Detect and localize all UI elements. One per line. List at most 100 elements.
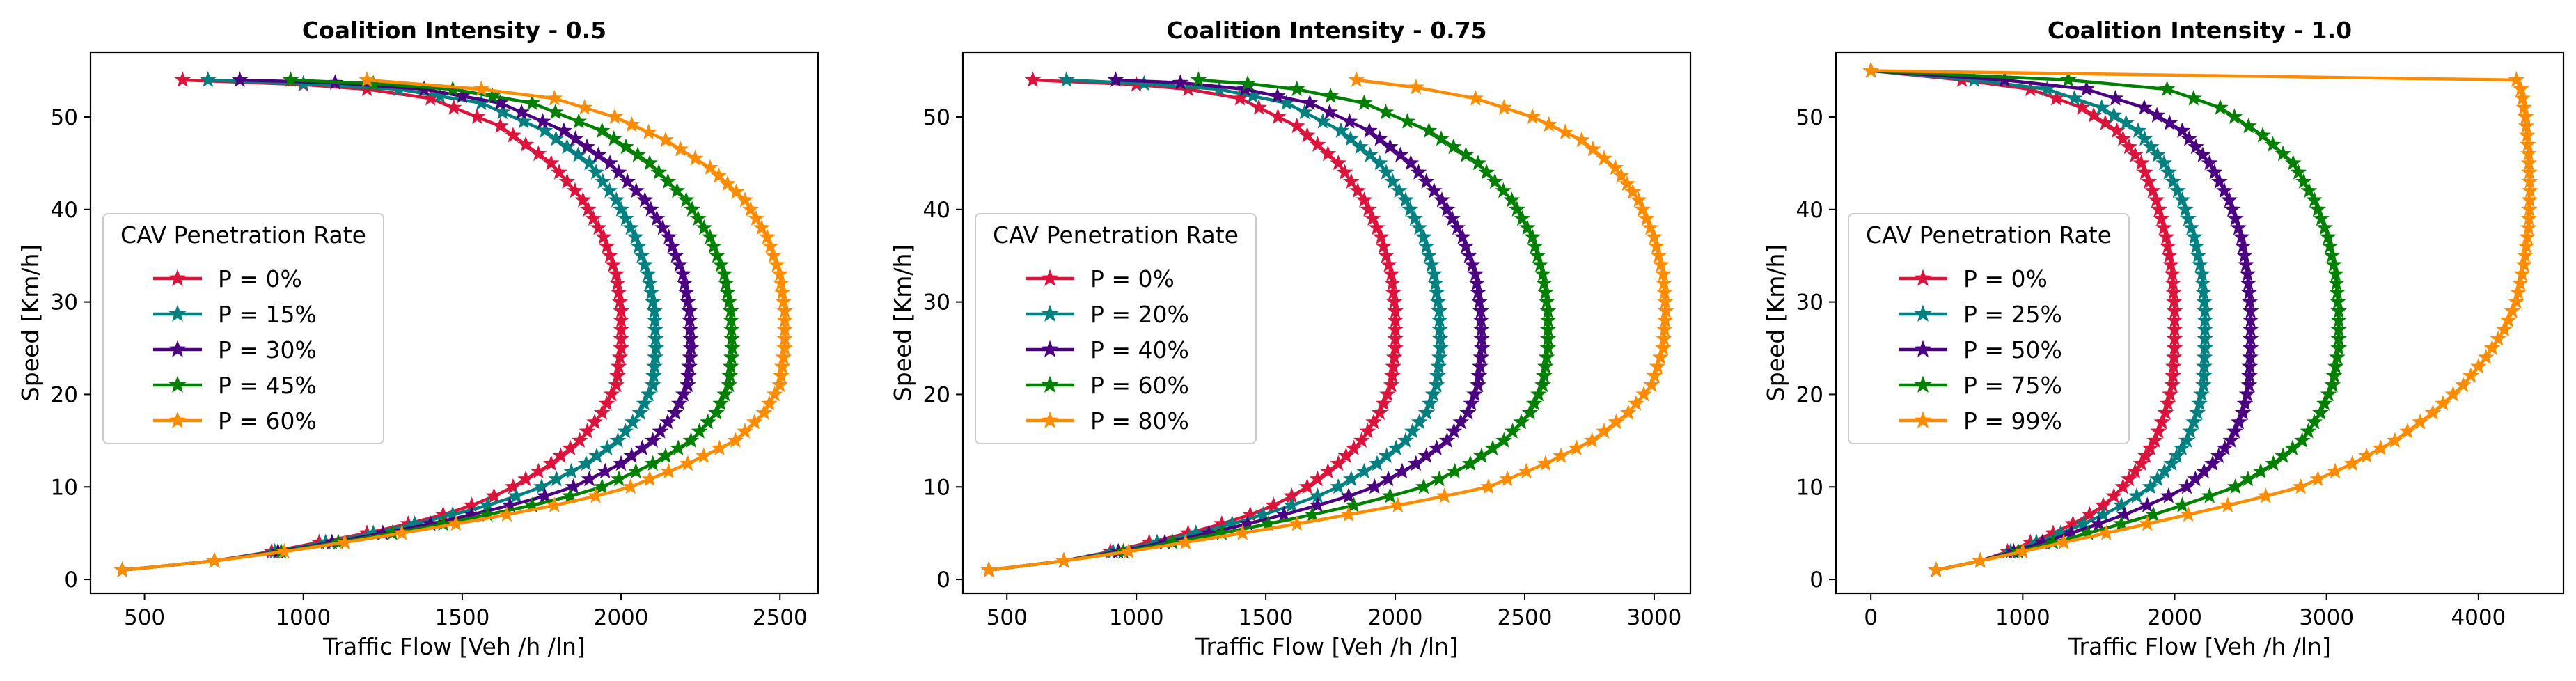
- legend-item: P = 20%: [1026, 301, 1189, 328]
- data-point: [670, 395, 688, 411]
- data-point: [773, 274, 790, 291]
- plot-frame: [961, 51, 1692, 595]
- data-point: [2212, 99, 2229, 115]
- data-point: [1530, 386, 1547, 402]
- data-point: [1407, 455, 1424, 471]
- data-point: [2330, 302, 2347, 318]
- x-tick-label: 1000: [276, 605, 331, 630]
- data-point: [469, 108, 486, 125]
- data-point: [1428, 283, 1445, 300]
- data-point: [1537, 358, 1554, 374]
- data-point: [699, 413, 716, 430]
- legend-item: P = 75%: [1899, 372, 2062, 399]
- legend-label: P = 20%: [1090, 301, 1189, 328]
- data-point: [1532, 256, 1549, 272]
- data-point: [1495, 432, 1513, 448]
- data-point: [2188, 237, 2205, 253]
- data-point: [2515, 99, 2533, 115]
- data-point: [2149, 146, 2166, 162]
- data-point: [1298, 478, 1316, 494]
- data-point: [2073, 99, 2091, 115]
- data-point: [2216, 439, 2233, 455]
- data-point: [2455, 376, 2472, 393]
- data-point: [2174, 191, 2191, 208]
- data-point: [737, 423, 753, 439]
- data-point: [1557, 123, 1574, 140]
- data-point: [276, 542, 293, 559]
- data-point: [2153, 413, 2171, 430]
- data-point: [1424, 386, 1442, 402]
- data-point: [646, 358, 663, 374]
- data-point: [2114, 478, 2132, 494]
- data-point: [1269, 108, 1287, 125]
- data-point: [647, 321, 663, 337]
- data-point: [1619, 175, 1635, 191]
- data-point: [980, 561, 998, 577]
- data-point: [2236, 246, 2253, 263]
- data-point: [2295, 173, 2312, 189]
- data-point: [680, 455, 696, 471]
- data-point: [1423, 256, 1440, 272]
- data-point: [1472, 302, 1489, 318]
- data-point: [2241, 367, 2258, 383]
- data-point: [2190, 246, 2207, 263]
- data-point: [2164, 265, 2181, 281]
- series-p-30: [113, 71, 700, 577]
- data-point: [2201, 154, 2218, 171]
- data-point: [1438, 432, 1456, 448]
- data-point: [2114, 130, 2132, 146]
- data-point: [617, 423, 634, 439]
- data-point: [530, 145, 547, 162]
- data-point: [1177, 533, 1194, 550]
- data-point: [1527, 237, 1544, 253]
- data-point: [2159, 395, 2176, 411]
- data-point: [1337, 447, 1355, 464]
- data-point: [1239, 75, 1256, 91]
- data-point: [473, 80, 490, 97]
- data-point: [636, 256, 654, 272]
- data-point: [508, 487, 525, 503]
- data-point: [1539, 321, 1557, 337]
- data-point: [1301, 94, 1319, 111]
- data-point: [2078, 80, 2095, 97]
- data-point: [1521, 404, 1539, 421]
- plot-frame: [89, 51, 819, 595]
- data-point: [598, 395, 615, 411]
- data-point: [776, 321, 793, 337]
- data-point: [2195, 367, 2213, 383]
- legend-marker: [168, 411, 187, 428]
- data-point: [2521, 173, 2538, 189]
- data-point: [2161, 246, 2178, 263]
- data-point: [1288, 515, 1305, 531]
- data-point: [611, 293, 629, 309]
- data-point: [1642, 219, 1659, 235]
- data-point: [2136, 130, 2153, 146]
- data-point: [1433, 130, 1450, 146]
- data-point: [2220, 496, 2236, 512]
- data-point: [776, 311, 793, 328]
- data-point: [1463, 256, 1481, 272]
- data-point: [686, 150, 704, 166]
- data-point: [2197, 311, 2213, 328]
- data-point: [2323, 246, 2341, 263]
- data-point: [1384, 274, 1401, 291]
- data-point: [2117, 114, 2135, 130]
- data-point: [1619, 404, 1637, 421]
- data-point: [2174, 496, 2191, 512]
- data-point: [1345, 496, 1362, 512]
- data-point: [530, 462, 547, 479]
- data-point: [702, 228, 718, 244]
- data-point: [2226, 108, 2243, 125]
- data-point: [598, 237, 615, 253]
- data-point: [2508, 71, 2525, 87]
- y-tick-label: 0: [64, 568, 78, 593]
- data-point: [1120, 542, 1137, 559]
- data-point: [1449, 219, 1466, 235]
- data-point: [2126, 462, 2144, 479]
- data-point: [1432, 339, 1449, 356]
- data-point: [1394, 462, 1411, 479]
- legend-marker: [1914, 269, 1932, 286]
- series-p-60: [980, 71, 1557, 577]
- data-point: [681, 302, 698, 318]
- data-point: [610, 164, 627, 180]
